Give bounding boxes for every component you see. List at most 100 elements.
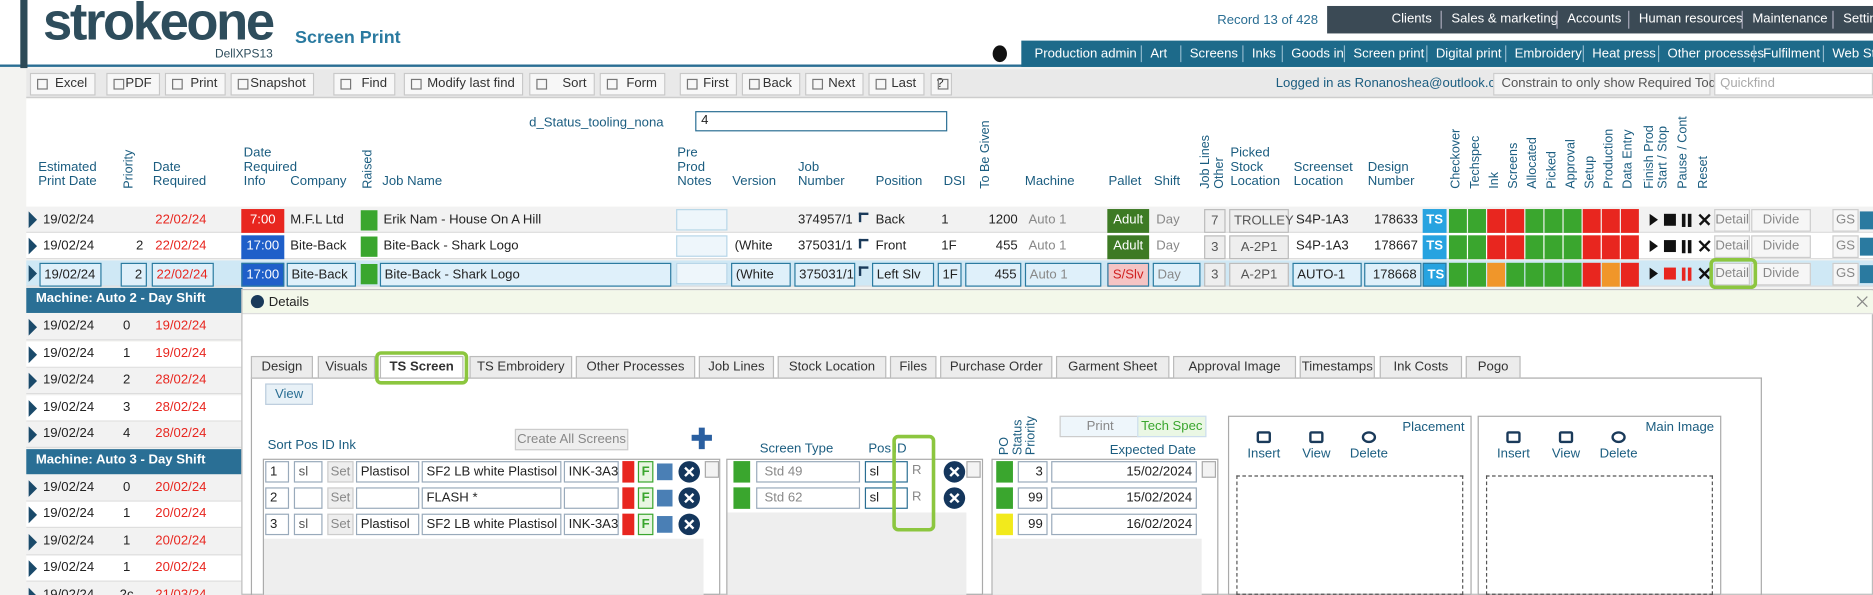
tab[interactable]: Garment Sheet	[1055, 355, 1170, 379]
ink-set-button[interactable]: Set	[327, 487, 354, 509]
tab[interactable]: Timestamps	[1299, 355, 1375, 379]
top-nav-item[interactable]: Human resources	[1638, 11, 1743, 27]
remove-button[interactable]	[943, 461, 966, 483]
toolbar-button[interactable]: Print	[164, 72, 226, 96]
tab[interactable]: Design	[250, 355, 313, 379]
row-button[interactable]: Divide	[1751, 262, 1811, 286]
action-icon[interactable]	[1256, 431, 1271, 444]
toolbar-button[interactable]: Sort	[529, 72, 595, 96]
reset-button[interactable]	[1697, 238, 1711, 255]
action-label[interactable]: Insert	[1247, 446, 1281, 462]
pause-bar[interactable]	[1687, 240, 1692, 254]
toolbar-button[interactable]: Form	[599, 72, 666, 96]
reset-button[interactable]	[1697, 211, 1711, 228]
main-nav-item[interactable]: Screens	[1189, 46, 1238, 61]
main-nav-item[interactable]: Digital print	[1435, 46, 1502, 61]
pause-bar[interactable]	[1681, 213, 1686, 227]
filter-input[interactable]: 4	[695, 111, 948, 132]
toolbar-button[interactable]: Next	[805, 72, 864, 96]
add-plus-h[interactable]	[691, 434, 712, 441]
tab[interactable]: Purchase Order	[940, 355, 1053, 379]
tab[interactable]: Visuals	[317, 355, 376, 379]
start-button[interactable]	[1649, 240, 1658, 253]
main-nav-item[interactable]: Embroidery	[1514, 46, 1582, 61]
tab[interactable]: Job Lines	[698, 355, 775, 379]
main-nav-item[interactable]: Heat press	[1592, 46, 1656, 61]
action-icon[interactable]	[1309, 431, 1324, 444]
action-label[interactable]: Insert	[1497, 446, 1530, 462]
tab[interactable]: Ink Costs	[1379, 355, 1463, 379]
main-nav-item[interactable]: Art	[1150, 46, 1168, 61]
create-screens-button[interactable]: Create All Screens	[514, 428, 629, 451]
screen-type[interactable]: Std 49	[756, 461, 861, 483]
start-button[interactable]	[1649, 267, 1658, 280]
main-nav-item[interactable]: Fulfilment	[1763, 46, 1821, 61]
action-label[interactable]: Delete	[1349, 446, 1388, 462]
action-icon[interactable]	[1558, 431, 1574, 444]
top-nav-item[interactable]: Maintenance	[1752, 11, 1828, 27]
main-nav-item[interactable]: Production admin	[1034, 46, 1137, 61]
action-icon[interactable]	[1361, 431, 1377, 444]
main-nav-item[interactable]: Screen print	[1353, 46, 1425, 61]
screen-type[interactable]: Std 62	[756, 487, 861, 509]
start-button[interactable]	[1649, 213, 1658, 226]
close-button[interactable]	[1855, 294, 1869, 311]
ink-library-icon[interactable]	[656, 516, 673, 533]
stop-button[interactable]	[1663, 240, 1676, 253]
view-button[interactable]: View	[265, 383, 313, 405]
po-button[interactable]: Tech Spec	[1137, 415, 1207, 438]
quickfind-input[interactable]: Quickfind	[1714, 72, 1873, 96]
row-button[interactable]: Divide	[1751, 235, 1811, 259]
tab[interactable]: Files	[889, 355, 937, 379]
top-nav-item[interactable]: Accounts	[1567, 11, 1622, 27]
po-button[interactable]: Print	[1059, 415, 1141, 438]
ink-set-button[interactable]: Set	[327, 513, 354, 536]
row-button[interactable]: Detail	[1714, 209, 1750, 232]
action-label[interactable]: View	[1551, 446, 1581, 462]
pause-bar[interactable]	[1687, 213, 1692, 227]
action-icon[interactable]	[1506, 431, 1521, 444]
top-nav-item[interactable]: Clients	[1391, 11, 1432, 27]
row-button[interactable]: GS	[1832, 235, 1859, 259]
row-button[interactable]: GS	[1832, 262, 1859, 286]
toolbar-button[interactable]: Back	[741, 72, 801, 96]
row-button[interactable]: Detail	[1714, 262, 1750, 286]
tab[interactable]: TS Screen	[379, 355, 464, 379]
constrain-toggle[interactable]: Constrain to only show Required Today	[1493, 72, 1730, 96]
ink-library-icon[interactable]	[656, 463, 673, 481]
tab[interactable]: TS Embroidery	[469, 355, 573, 379]
pause-bar[interactable]	[1681, 240, 1686, 254]
tab[interactable]: Other Processes	[575, 355, 696, 379]
toolbar-button[interactable]: Excel	[29, 72, 96, 96]
top-nav-item[interactable]: Settin	[1843, 11, 1873, 27]
toolbar-button[interactable]: PDF	[106, 72, 161, 96]
row-button[interactable]: Detail	[1714, 235, 1750, 259]
remove-button[interactable]	[678, 487, 700, 509]
ink-library-icon[interactable]	[656, 489, 673, 507]
action-icon[interactable]	[1611, 431, 1626, 444]
ink-set-button[interactable]: Set	[327, 461, 354, 483]
remove-button[interactable]	[678, 513, 700, 536]
row-button[interactable]: Divide	[1751, 209, 1811, 232]
row-button[interactable]: GS	[1832, 209, 1859, 232]
toolbar-button[interactable]: ?	[930, 72, 953, 96]
toolbar-button[interactable]: Snapshot	[230, 72, 315, 96]
tab[interactable]: Approval Image	[1173, 355, 1297, 379]
pause-bar[interactable]	[1687, 267, 1692, 281]
toolbar-button[interactable]: First	[679, 72, 738, 96]
action-label[interactable]: Delete	[1599, 446, 1638, 462]
remove-button[interactable]	[678, 461, 700, 483]
main-nav-item[interactable]: Other processes	[1667, 46, 1764, 61]
remove-button[interactable]	[943, 487, 966, 509]
toolbar-button[interactable]: Modify last find	[403, 72, 524, 96]
pause-bar[interactable]	[1681, 267, 1686, 281]
toolbar-button[interactable]: Last	[868, 72, 925, 96]
main-nav-item[interactable]: Goods in	[1291, 46, 1344, 61]
action-label[interactable]: View	[1302, 446, 1331, 462]
toolbar-button[interactable]: Find	[333, 72, 396, 96]
stop-button[interactable]	[1663, 267, 1676, 280]
top-nav-item[interactable]: Sales & marketing	[1451, 11, 1558, 27]
tab[interactable]: Stock Location	[777, 355, 887, 379]
tab[interactable]: Pogo	[1465, 355, 1521, 379]
main-nav-item[interactable]: Web St	[1832, 46, 1873, 61]
